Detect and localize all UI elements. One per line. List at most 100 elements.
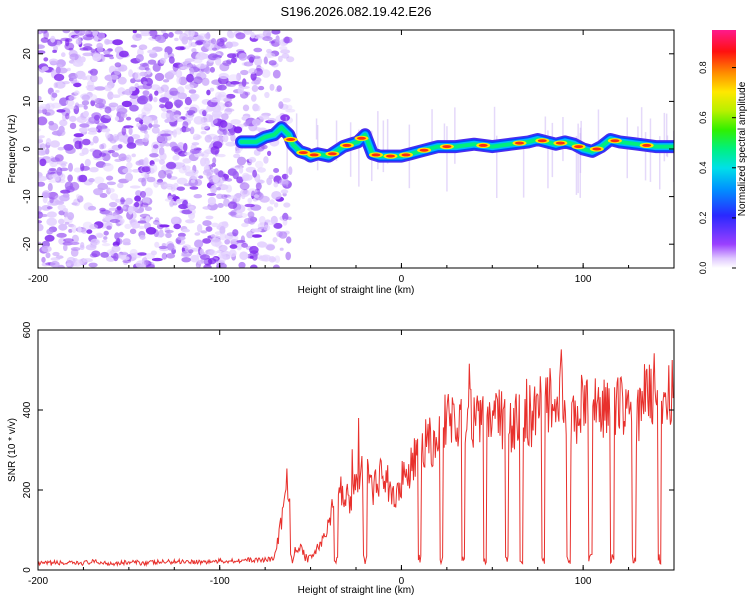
snr-ytick-label: 400 [22, 401, 33, 418]
noise-blob [76, 194, 81, 199]
noise-blob [127, 205, 134, 215]
noise-blob [174, 30, 183, 35]
noise-blob [175, 127, 182, 135]
noise-blob [129, 228, 137, 235]
noise-blob [41, 262, 49, 267]
spectrogram-y-axis: -20 -10 0 10 20 [22, 48, 674, 252]
noise-blob [87, 205, 97, 211]
noise-blob [75, 38, 82, 45]
noise-blob [150, 250, 157, 256]
noise-blob [55, 81, 66, 89]
spectral-streak [454, 107, 456, 164]
noise-blob [166, 174, 172, 179]
noise-blob [113, 252, 119, 262]
noise-blob [128, 127, 133, 136]
noise-blob [272, 237, 278, 243]
noise-blob [282, 218, 288, 226]
noise-blob [64, 221, 70, 225]
noise-blob [188, 212, 196, 220]
noise-blob [124, 88, 133, 96]
spectrogram-ytick-label: -20 [22, 237, 33, 252]
ridge-hot-red [610, 139, 620, 143]
noise-blob [241, 242, 249, 248]
noise-blob [153, 97, 158, 103]
noise-blob [154, 241, 160, 248]
spectrogram-x-axis: -200 -100 0 100 [28, 30, 675, 285]
noise-blob [138, 44, 148, 50]
noise-blob [250, 32, 255, 39]
noise-blob [171, 146, 181, 152]
noise-blob [58, 125, 65, 133]
noise-blob [59, 119, 68, 127]
noise-blob [148, 30, 158, 37]
colorbar-label: Normalized spectral amplitude [737, 81, 748, 216]
noise-blob [80, 56, 86, 63]
noise-blob [46, 228, 54, 235]
noise-blob [225, 141, 237, 147]
noise-blob [211, 47, 218, 51]
spectral-streak [577, 123, 579, 194]
noise-blob [84, 158, 91, 167]
noise-blob [121, 205, 127, 210]
spectrogram-xtick-label: -100 [210, 274, 230, 285]
noise-blob [183, 142, 188, 152]
ridge-hot-red [574, 145, 584, 149]
noise-blob [38, 95, 42, 101]
noise-blob [38, 50, 46, 55]
noise-blob [120, 199, 126, 203]
noise-blob [189, 67, 195, 76]
noise-blob [89, 68, 98, 76]
noise-blob [83, 43, 93, 48]
noise-blob [38, 181, 46, 187]
noise-blob [221, 113, 229, 121]
noise-blob [139, 206, 145, 212]
noise-blob [281, 53, 290, 59]
noise-blob [184, 169, 195, 174]
snr-y-axis: 0 200 400 600 [22, 321, 674, 573]
noise-blob [48, 167, 57, 172]
noise-blob [147, 59, 157, 65]
noise-blob [39, 143, 46, 151]
ridge-hot-red [642, 143, 652, 147]
noise-blob [164, 118, 170, 123]
noise-blob [64, 42, 75, 51]
noise-blob [182, 121, 189, 129]
noise-blob [101, 239, 108, 243]
noise-blob [118, 50, 129, 58]
noise-blob [227, 53, 237, 59]
noise-blob [142, 90, 150, 96]
noise-blob [56, 40, 61, 47]
ridge-hot-red [309, 153, 319, 157]
noise-blob [236, 244, 242, 251]
noise-blob [262, 30, 272, 38]
noise-blob [273, 222, 283, 229]
noise-blob [79, 152, 85, 157]
noise-blob [38, 44, 45, 49]
spectral-streak [377, 111, 379, 170]
noise-blob [79, 47, 89, 51]
noise-blob [236, 156, 247, 166]
noise-blob [184, 152, 192, 156]
noise-blob [206, 89, 211, 96]
noise-blob [278, 55, 283, 63]
ridge-hot-red [592, 147, 602, 151]
noise-blob [188, 249, 194, 254]
noise-blob [267, 150, 272, 156]
noise-blob [142, 196, 150, 205]
noise-blob [241, 190, 248, 195]
colorbar-tick-label: 0.4 [698, 162, 708, 175]
noise-blob [172, 202, 178, 206]
noise-blob [106, 225, 112, 230]
noise-blob [55, 66, 61, 75]
noise-blob [131, 153, 136, 158]
spectral-streak [640, 107, 643, 148]
snr-ytick-label: 0 [22, 567, 33, 573]
snr-y-label: SNR (10 * v/v) [7, 418, 18, 482]
noise-blob [202, 40, 211, 48]
noise-blob [40, 150, 47, 155]
noise-blob [181, 257, 191, 263]
noise-blob [244, 203, 255, 208]
noise-blob [264, 91, 270, 99]
noise-blob [145, 263, 155, 268]
